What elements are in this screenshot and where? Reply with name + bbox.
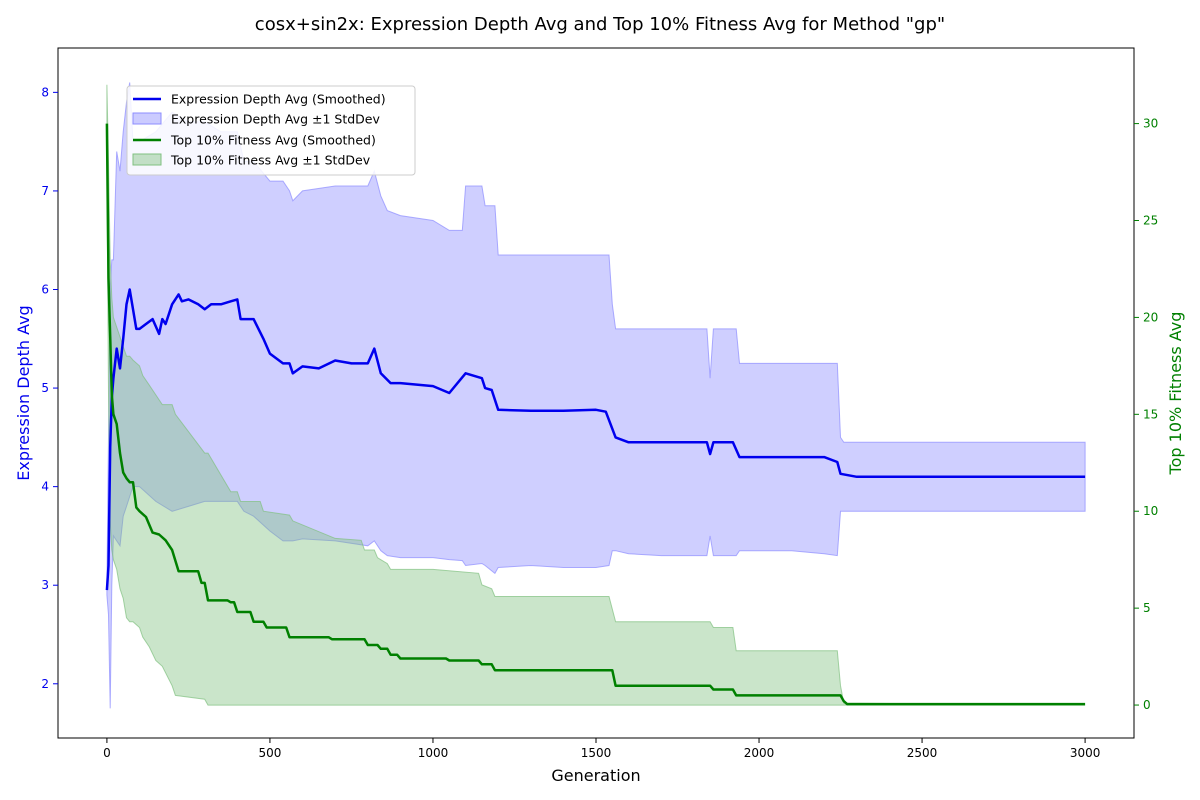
x-tick-label: 1000: [418, 746, 449, 760]
legend-label-fitness-line: Top 10% Fitness Avg (Smoothed): [170, 133, 376, 148]
y-left-axis-label: Expression Depth Avg: [14, 305, 33, 480]
y-left-tick-label: 4: [41, 480, 49, 494]
y-right-axis-label: Top 10% Fitness Avg: [1166, 312, 1185, 476]
y-left-tick-label: 8: [41, 85, 49, 99]
y-left-tick-label: 6: [41, 283, 49, 297]
x-axis-label: Generation: [551, 766, 640, 785]
legend-swatch-depth-band: [132, 112, 162, 125]
x-tick-label: 2000: [744, 746, 775, 760]
legend: Expression Depth Avg (Smoothed) Expressi…: [126, 85, 416, 176]
y-right-tick-label: 30: [1143, 117, 1158, 131]
x-tick-label: 0: [103, 746, 111, 760]
series-band-1: [106, 82, 1086, 709]
y-right-tick-label: 0: [1143, 698, 1151, 712]
y-right-axis: 0 5 10 15 20 25 30: [1134, 117, 1158, 712]
y-right-tick-label: 10: [1143, 504, 1158, 518]
series-line-0: [105, 288, 1086, 591]
y-left-tick-label: 5: [41, 381, 49, 395]
y-right-tick-label: 15: [1143, 407, 1158, 421]
x-tick-label: 3000: [1070, 746, 1101, 760]
lines-layer: [105, 123, 1086, 706]
x-tick-label: 2500: [907, 746, 938, 760]
y-right-tick-label: 5: [1143, 601, 1151, 615]
legend-label-depth-band: Expression Depth Avg ±1 StdDev: [171, 112, 380, 127]
chart-title: cosx+sin2x: Expression Depth Avg and Top…: [255, 14, 945, 35]
y-right-tick-label: 20: [1143, 310, 1158, 324]
series-line-2: [105, 123, 1086, 706]
legend-label-depth-line: Expression Depth Avg (Smoothed): [171, 92, 386, 107]
legend-label-fitness-band: Top 10% Fitness Avg ±1 StdDev: [170, 153, 371, 168]
legend-box: [126, 85, 416, 176]
x-axis: 0 500 1000 1500 2000 2500 3000: [103, 738, 1100, 760]
y-left-axis: 2 3 4 5 6 7 8: [41, 85, 58, 691]
legend-swatch-fitness-band: [132, 153, 162, 166]
x-tick-label: 1500: [581, 746, 612, 760]
x-tick-label: 500: [258, 746, 281, 760]
y-left-tick-label: 2: [41, 677, 49, 691]
y-right-tick-label: 25: [1143, 214, 1158, 228]
y-left-tick-label: 3: [41, 578, 49, 592]
y-left-tick-label: 7: [41, 184, 49, 198]
